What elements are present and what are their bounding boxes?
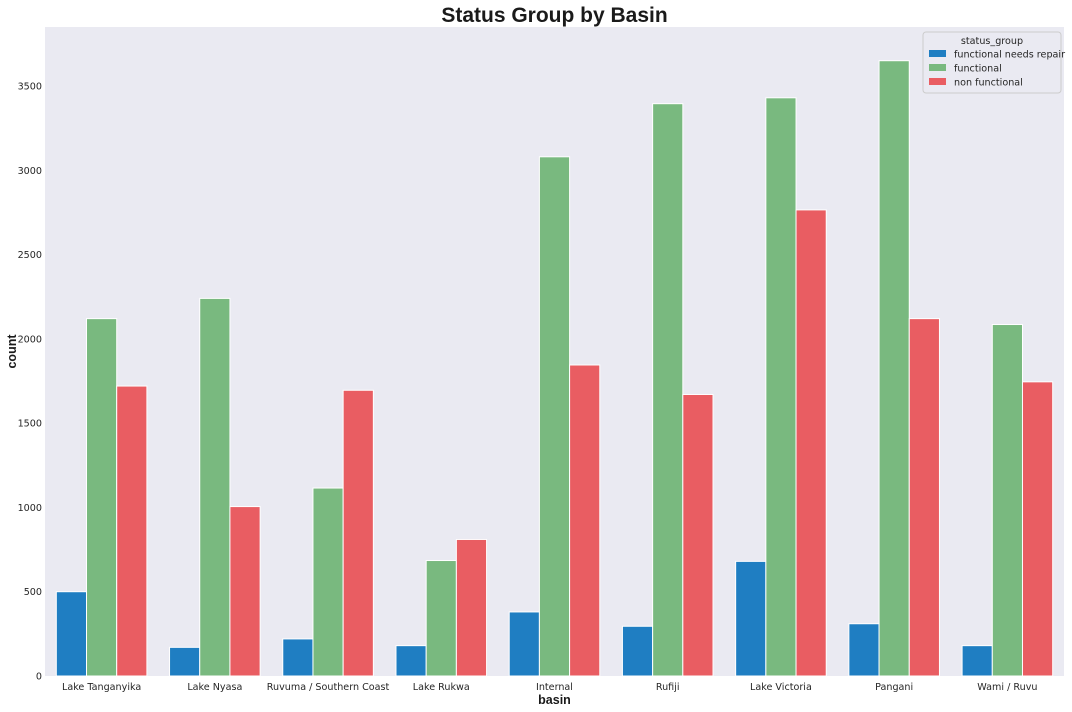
- y-tick-label: 1500: [18, 419, 42, 430]
- bar: [908, 318, 940, 677]
- bars: [55, 60, 1054, 677]
- legend-label: functional: [954, 64, 1002, 75]
- legend-box: [922, 31, 1062, 94]
- y-tick-label: 0: [36, 672, 42, 683]
- x-tick-label: Rufiji: [656, 682, 680, 693]
- x-tick-label: Ruvuma / Southern Coast: [267, 682, 390, 693]
- bar: [961, 645, 993, 677]
- bar: [878, 60, 910, 677]
- bar: [455, 538, 488, 677]
- y-tick-label: 500: [24, 587, 42, 598]
- bar: [395, 645, 427, 677]
- legend-label: non functional: [954, 78, 1023, 89]
- x-tick-label: Lake Nyasa: [187, 682, 242, 693]
- legend-entries: functional needs repair functional non fun…: [929, 50, 1065, 89]
- bar: [848, 623, 880, 677]
- bar: [508, 611, 540, 677]
- bar: [991, 324, 1023, 677]
- x-axis-label: basin: [538, 693, 571, 707]
- bar: [55, 591, 88, 677]
- legend: status_group functional needs repairfunc…: [922, 31, 1065, 94]
- bar: [116, 385, 148, 677]
- legend-title: status_group: [961, 36, 1023, 47]
- bar: [425, 560, 457, 677]
- y-axis-label: count: [5, 334, 19, 369]
- bar: [795, 209, 827, 677]
- x-tick-label: Pangani: [875, 682, 913, 693]
- chart-title: Status Group by Basin: [441, 4, 667, 27]
- y-tick-label: 1000: [18, 503, 42, 514]
- x-tick-label: Lake Victoria: [750, 682, 812, 693]
- bar: [735, 560, 767, 677]
- bar: [282, 638, 314, 677]
- y-tick-label: 3500: [18, 82, 42, 93]
- bar: [765, 97, 797, 677]
- bar: [312, 487, 344, 677]
- y-axis-ticks: 0 500 1000 1500 2000 2500 3000 3500: [18, 82, 42, 683]
- bar: [652, 103, 684, 677]
- x-axis-ticks: Lake Tanganyika Lake Nyasa Ruvuma / Southe…: [62, 682, 1038, 693]
- legend-label: functional needs repair: [954, 50, 1065, 61]
- y-tick-label: 2500: [18, 250, 42, 261]
- bar: [538, 156, 571, 677]
- legend-swatch: [929, 50, 946, 57]
- bar: [621, 625, 654, 677]
- bar: [342, 389, 374, 677]
- bar: [1021, 381, 1054, 677]
- bar: [682, 393, 714, 677]
- x-tick-label: Internal: [536, 682, 573, 693]
- bar: [199, 297, 231, 677]
- legend-swatch: [929, 78, 946, 85]
- bar: [229, 506, 261, 677]
- bar: [86, 318, 118, 677]
- x-tick-label: Lake Tanganyika: [62, 682, 141, 693]
- y-tick-label: 3000: [18, 166, 42, 177]
- x-tick-label: Lake Rukwa: [413, 682, 470, 693]
- y-tick-label: 2000: [18, 334, 42, 345]
- x-tick-label: Wami / Ruvu: [977, 682, 1037, 693]
- bar: [569, 364, 601, 677]
- bar: [169, 646, 201, 677]
- legend-swatch: [929, 64, 946, 71]
